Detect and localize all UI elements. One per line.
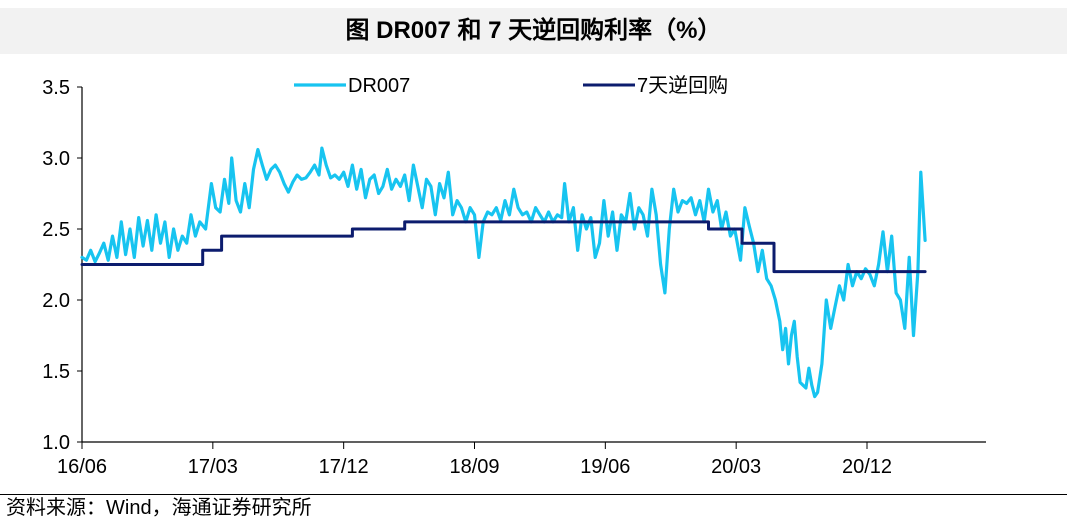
- series-line-7day-reverse-repo: [80, 220, 927, 274]
- y-tick-label: 3.0: [42, 148, 70, 170]
- series-line-dr007: [80, 146, 927, 399]
- y-tick-label: 2.5: [42, 219, 70, 241]
- y-tick-label: 1.0: [42, 432, 70, 454]
- x-tick-label: 18/09: [449, 456, 499, 478]
- x-tick-label: 17/03: [188, 456, 238, 478]
- y-tick-label: 1.5: [42, 361, 70, 383]
- x-tick-label: 19/06: [580, 456, 630, 478]
- bottom-divider: [0, 494, 1067, 495]
- x-tick-label: 17/12: [319, 456, 369, 478]
- x-tick-label: 16/06: [57, 456, 107, 478]
- line-chart: 1.0 1.5 2.0 2.5 3.0 3.5 16/06 17/03 17/12 18/09 19…: [42, 74, 986, 478]
- legend-label: 7天逆回购: [637, 74, 728, 97]
- x-tick-label: 20/12: [842, 456, 892, 478]
- y-tick-label: 2.0: [42, 290, 70, 312]
- chart-title: 图 DR007 和 7 天逆回购利率（%）: [0, 8, 1067, 54]
- plot-area: 1.0 1.5 2.0 2.5 3.0 3.5 16/06 17/03 17/12 18/09 19…: [42, 74, 986, 478]
- legend-label: DR007: [348, 75, 410, 97]
- y-tick-label: 3.5: [42, 77, 70, 99]
- x-tick-label: 20/03: [711, 456, 761, 478]
- chart-title-text: 图 DR007 和 7 天逆回购利率（%）: [345, 17, 722, 44]
- source-note: 资料来源：Wind，海通证券研究所: [6, 497, 312, 519]
